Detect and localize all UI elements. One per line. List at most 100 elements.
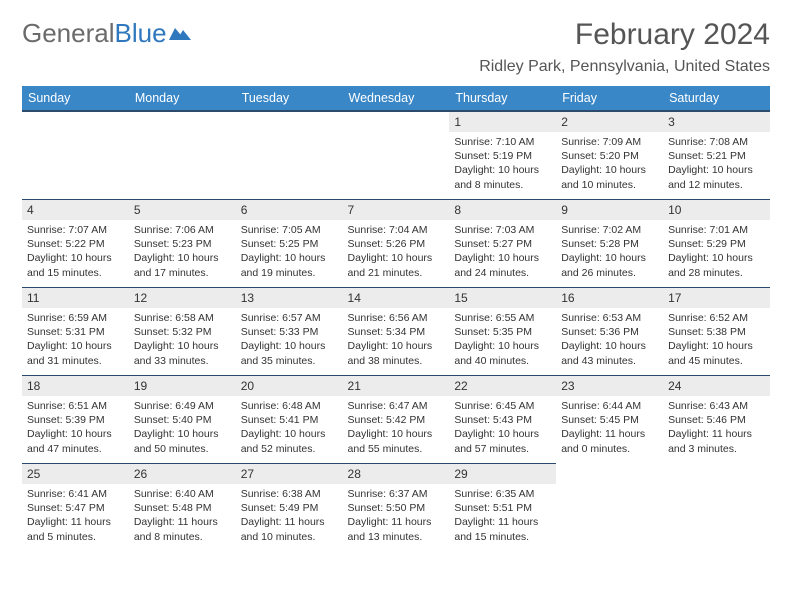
calendar-day-cell bbox=[22, 111, 129, 199]
day-details: Sunrise: 6:41 AMSunset: 5:47 PMDaylight:… bbox=[22, 484, 129, 548]
day-number: 4 bbox=[22, 199, 129, 220]
location-text: Ridley Park, Pennsylvania, United States bbox=[479, 58, 770, 76]
day-number: 5 bbox=[129, 199, 236, 220]
calendar-day-cell: 24Sunrise: 6:43 AMSunset: 5:46 PMDayligh… bbox=[663, 375, 770, 463]
day-number: 19 bbox=[129, 375, 236, 396]
calendar-week-row: 4Sunrise: 7:07 AMSunset: 5:22 PMDaylight… bbox=[22, 199, 770, 287]
day-details: Sunrise: 7:01 AMSunset: 5:29 PMDaylight:… bbox=[663, 220, 770, 284]
day-details: Sunrise: 7:09 AMSunset: 5:20 PMDaylight:… bbox=[556, 132, 663, 196]
day-number: 24 bbox=[663, 375, 770, 396]
day-details: Sunrise: 6:44 AMSunset: 5:45 PMDaylight:… bbox=[556, 396, 663, 460]
day-details: Sunrise: 7:07 AMSunset: 5:22 PMDaylight:… bbox=[22, 220, 129, 284]
calendar-day-cell: 8Sunrise: 7:03 AMSunset: 5:27 PMDaylight… bbox=[449, 199, 556, 287]
weekday-header-row: SundayMondayTuesdayWednesdayThursdayFrid… bbox=[22, 86, 770, 111]
calendar-day-cell: 21Sunrise: 6:47 AMSunset: 5:42 PMDayligh… bbox=[343, 375, 450, 463]
day-number: 26 bbox=[129, 463, 236, 484]
calendar-day-cell: 5Sunrise: 7:06 AMSunset: 5:23 PMDaylight… bbox=[129, 199, 236, 287]
day-details: Sunrise: 7:05 AMSunset: 5:25 PMDaylight:… bbox=[236, 220, 343, 284]
weekday-header: Sunday bbox=[22, 86, 129, 111]
calendar-day-cell: 28Sunrise: 6:37 AMSunset: 5:50 PMDayligh… bbox=[343, 463, 450, 548]
calendar-day-cell: 23Sunrise: 6:44 AMSunset: 5:45 PMDayligh… bbox=[556, 375, 663, 463]
empty-day bbox=[236, 112, 343, 132]
day-details: Sunrise: 6:43 AMSunset: 5:46 PMDaylight:… bbox=[663, 396, 770, 460]
day-details: Sunrise: 6:45 AMSunset: 5:43 PMDaylight:… bbox=[449, 396, 556, 460]
day-details: Sunrise: 6:38 AMSunset: 5:49 PMDaylight:… bbox=[236, 484, 343, 548]
calendar-day-cell: 13Sunrise: 6:57 AMSunset: 5:33 PMDayligh… bbox=[236, 287, 343, 375]
calendar-day-cell: 15Sunrise: 6:55 AMSunset: 5:35 PMDayligh… bbox=[449, 287, 556, 375]
day-number: 18 bbox=[22, 375, 129, 396]
day-details: Sunrise: 7:08 AMSunset: 5:21 PMDaylight:… bbox=[663, 132, 770, 196]
day-number: 16 bbox=[556, 287, 663, 308]
calendar-day-cell bbox=[129, 111, 236, 199]
day-number: 7 bbox=[343, 199, 450, 220]
day-number: 17 bbox=[663, 287, 770, 308]
day-number: 11 bbox=[22, 287, 129, 308]
day-details: Sunrise: 7:10 AMSunset: 5:19 PMDaylight:… bbox=[449, 132, 556, 196]
day-details: Sunrise: 6:58 AMSunset: 5:32 PMDaylight:… bbox=[129, 308, 236, 372]
calendar-day-cell: 12Sunrise: 6:58 AMSunset: 5:32 PMDayligh… bbox=[129, 287, 236, 375]
calendar-day-cell bbox=[663, 463, 770, 548]
calendar-week-row: 1Sunrise: 7:10 AMSunset: 5:19 PMDaylight… bbox=[22, 111, 770, 199]
day-details: Sunrise: 6:57 AMSunset: 5:33 PMDaylight:… bbox=[236, 308, 343, 372]
calendar-day-cell: 19Sunrise: 6:49 AMSunset: 5:40 PMDayligh… bbox=[129, 375, 236, 463]
calendar-day-cell: 2Sunrise: 7:09 AMSunset: 5:20 PMDaylight… bbox=[556, 111, 663, 199]
logo-text-gray: General bbox=[22, 18, 115, 49]
day-number: 28 bbox=[343, 463, 450, 484]
calendar-day-cell: 11Sunrise: 6:59 AMSunset: 5:31 PMDayligh… bbox=[22, 287, 129, 375]
calendar-week-row: 11Sunrise: 6:59 AMSunset: 5:31 PMDayligh… bbox=[22, 287, 770, 375]
title-block: February 2024 Ridley Park, Pennsylvania,… bbox=[479, 18, 770, 76]
calendar-day-cell: 18Sunrise: 6:51 AMSunset: 5:39 PMDayligh… bbox=[22, 375, 129, 463]
calendar-day-cell bbox=[236, 111, 343, 199]
day-number: 10 bbox=[663, 199, 770, 220]
calendar-table: SundayMondayTuesdayWednesdayThursdayFrid… bbox=[22, 86, 770, 548]
day-number: 8 bbox=[449, 199, 556, 220]
weekday-header: Wednesday bbox=[343, 86, 450, 111]
day-details: Sunrise: 6:52 AMSunset: 5:38 PMDaylight:… bbox=[663, 308, 770, 372]
calendar-day-cell: 7Sunrise: 7:04 AMSunset: 5:26 PMDaylight… bbox=[343, 199, 450, 287]
logo: GeneralBlue bbox=[22, 18, 191, 49]
calendar-page: GeneralBlue February 2024 Ridley Park, P… bbox=[0, 0, 792, 548]
weekday-header: Saturday bbox=[663, 86, 770, 111]
day-details: Sunrise: 6:51 AMSunset: 5:39 PMDaylight:… bbox=[22, 396, 129, 460]
calendar-day-cell: 27Sunrise: 6:38 AMSunset: 5:49 PMDayligh… bbox=[236, 463, 343, 548]
calendar-week-row: 18Sunrise: 6:51 AMSunset: 5:39 PMDayligh… bbox=[22, 375, 770, 463]
day-number: 1 bbox=[449, 112, 556, 132]
day-number: 12 bbox=[129, 287, 236, 308]
day-number: 29 bbox=[449, 463, 556, 484]
calendar-day-cell: 16Sunrise: 6:53 AMSunset: 5:36 PMDayligh… bbox=[556, 287, 663, 375]
day-details: Sunrise: 6:49 AMSunset: 5:40 PMDaylight:… bbox=[129, 396, 236, 460]
day-details: Sunrise: 7:06 AMSunset: 5:23 PMDaylight:… bbox=[129, 220, 236, 284]
day-details: Sunrise: 6:56 AMSunset: 5:34 PMDaylight:… bbox=[343, 308, 450, 372]
day-details: Sunrise: 6:48 AMSunset: 5:41 PMDaylight:… bbox=[236, 396, 343, 460]
calendar-day-cell: 20Sunrise: 6:48 AMSunset: 5:41 PMDayligh… bbox=[236, 375, 343, 463]
month-title: February 2024 bbox=[479, 18, 770, 52]
day-details: Sunrise: 7:02 AMSunset: 5:28 PMDaylight:… bbox=[556, 220, 663, 284]
header-row: GeneralBlue February 2024 Ridley Park, P… bbox=[22, 18, 770, 76]
day-number: 22 bbox=[449, 375, 556, 396]
day-number: 2 bbox=[556, 112, 663, 132]
calendar-day-cell: 1Sunrise: 7:10 AMSunset: 5:19 PMDaylight… bbox=[449, 111, 556, 199]
calendar-day-cell: 22Sunrise: 6:45 AMSunset: 5:43 PMDayligh… bbox=[449, 375, 556, 463]
day-number: 20 bbox=[236, 375, 343, 396]
empty-day bbox=[129, 112, 236, 132]
weekday-header: Monday bbox=[129, 86, 236, 111]
day-details: Sunrise: 6:55 AMSunset: 5:35 PMDaylight:… bbox=[449, 308, 556, 372]
day-details: Sunrise: 7:04 AMSunset: 5:26 PMDaylight:… bbox=[343, 220, 450, 284]
day-number: 23 bbox=[556, 375, 663, 396]
logo-text-blue: Blue bbox=[115, 18, 167, 49]
logo-flag-icon bbox=[169, 26, 191, 44]
calendar-day-cell bbox=[556, 463, 663, 548]
calendar-day-cell: 17Sunrise: 6:52 AMSunset: 5:38 PMDayligh… bbox=[663, 287, 770, 375]
day-number: 6 bbox=[236, 199, 343, 220]
day-number: 15 bbox=[449, 287, 556, 308]
day-number: 21 bbox=[343, 375, 450, 396]
weekday-header: Friday bbox=[556, 86, 663, 111]
day-number: 13 bbox=[236, 287, 343, 308]
day-details: Sunrise: 6:40 AMSunset: 5:48 PMDaylight:… bbox=[129, 484, 236, 548]
day-details: Sunrise: 6:47 AMSunset: 5:42 PMDaylight:… bbox=[343, 396, 450, 460]
calendar-day-cell: 29Sunrise: 6:35 AMSunset: 5:51 PMDayligh… bbox=[449, 463, 556, 548]
calendar-day-cell: 9Sunrise: 7:02 AMSunset: 5:28 PMDaylight… bbox=[556, 199, 663, 287]
day-number: 27 bbox=[236, 463, 343, 484]
day-number: 3 bbox=[663, 112, 770, 132]
calendar-day-cell bbox=[343, 111, 450, 199]
